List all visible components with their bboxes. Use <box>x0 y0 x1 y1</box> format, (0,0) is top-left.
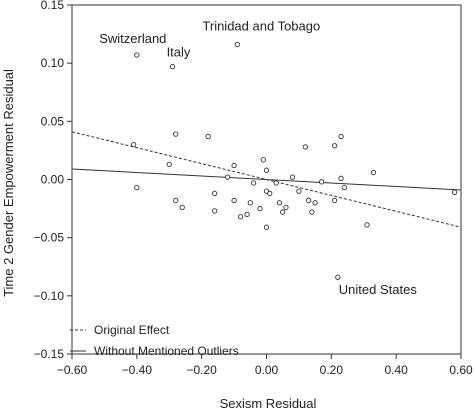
data-point <box>250 180 257 186</box>
y-axis: 0.15 0.10 0.05 0.00 −0.05 −0.10 −0.15 <box>34 0 72 361</box>
data-point <box>335 274 341 280</box>
data-point <box>309 209 315 215</box>
x-tick-label: −0.60 <box>57 363 88 377</box>
data-points <box>130 41 458 280</box>
data-point <box>338 175 344 181</box>
data-point <box>273 180 279 186</box>
data-point <box>341 184 347 191</box>
data-point <box>134 184 140 191</box>
legend: Original Effect Without Mentioned Outlier… <box>70 323 239 358</box>
y-tick-label: 0.05 <box>41 114 65 128</box>
data-point <box>224 174 231 180</box>
data-point <box>263 167 270 173</box>
data-point <box>211 208 218 214</box>
data-point <box>331 197 338 204</box>
data-point <box>289 174 296 180</box>
data-point <box>179 204 185 211</box>
data-point <box>231 197 237 204</box>
data-point <box>169 64 176 70</box>
data-point <box>451 189 458 195</box>
data-point <box>244 211 250 218</box>
data-point <box>280 209 286 215</box>
without-outliers-line <box>71 168 462 191</box>
data-point <box>247 200 253 206</box>
data-point <box>305 197 312 204</box>
x-tick-label: −0.20 <box>186 363 217 377</box>
x-tick-label: 0.20 <box>320 363 344 377</box>
data-point <box>205 133 211 140</box>
data-point <box>166 161 172 168</box>
data-point <box>312 200 318 206</box>
data-point <box>134 52 140 58</box>
y-tick-label: 0.15 <box>41 0 65 12</box>
data-point <box>173 131 179 137</box>
fit-lines <box>71 131 462 228</box>
data-point <box>283 204 289 211</box>
x-tick-label: 0.00 <box>255 363 279 377</box>
x-tick-label: 0.40 <box>384 363 408 377</box>
data-point <box>276 200 283 206</box>
data-point <box>234 41 240 48</box>
x-tick-label: 0.60 <box>449 363 473 377</box>
data-point <box>130 141 137 148</box>
data-point <box>257 205 263 212</box>
annotation-label: Italy <box>167 45 191 60</box>
x-tick-label: −0.40 <box>122 363 153 377</box>
data-point <box>260 157 266 163</box>
y-axis-label: Time 2 Gender Empowerment Residual <box>1 69 16 297</box>
x-axis-label: Sexism Residual <box>220 396 317 411</box>
y-tick-label: 0.10 <box>41 56 65 70</box>
data-point <box>173 197 179 204</box>
data-point <box>237 214 244 220</box>
data-point <box>302 144 309 150</box>
y-tick-label: −0.10 <box>34 289 65 303</box>
data-point <box>318 179 325 185</box>
y-tick-label: −0.05 <box>34 231 65 245</box>
data-point <box>267 190 273 197</box>
data-point <box>338 133 344 140</box>
data-point <box>370 169 377 176</box>
annotation-label: United States <box>339 282 418 297</box>
y-tick-label: −0.15 <box>34 347 65 361</box>
annotation-label: Trinidad and Tobago <box>202 19 320 34</box>
data-point <box>364 222 370 228</box>
x-axis: −0.60 −0.40 −0.20 0.00 0.20 0.40 0.60 <box>57 354 473 377</box>
data-point <box>296 188 302 194</box>
legend-label: Original Effect <box>94 323 170 337</box>
data-point <box>231 162 237 169</box>
data-point <box>331 143 338 149</box>
data-point <box>211 190 218 197</box>
annotation-label: Switzerland <box>99 31 166 46</box>
y-tick-label: 0.00 <box>41 173 65 187</box>
legend-label: Without Mentioned Outliers <box>94 344 239 358</box>
data-point <box>263 224 270 230</box>
